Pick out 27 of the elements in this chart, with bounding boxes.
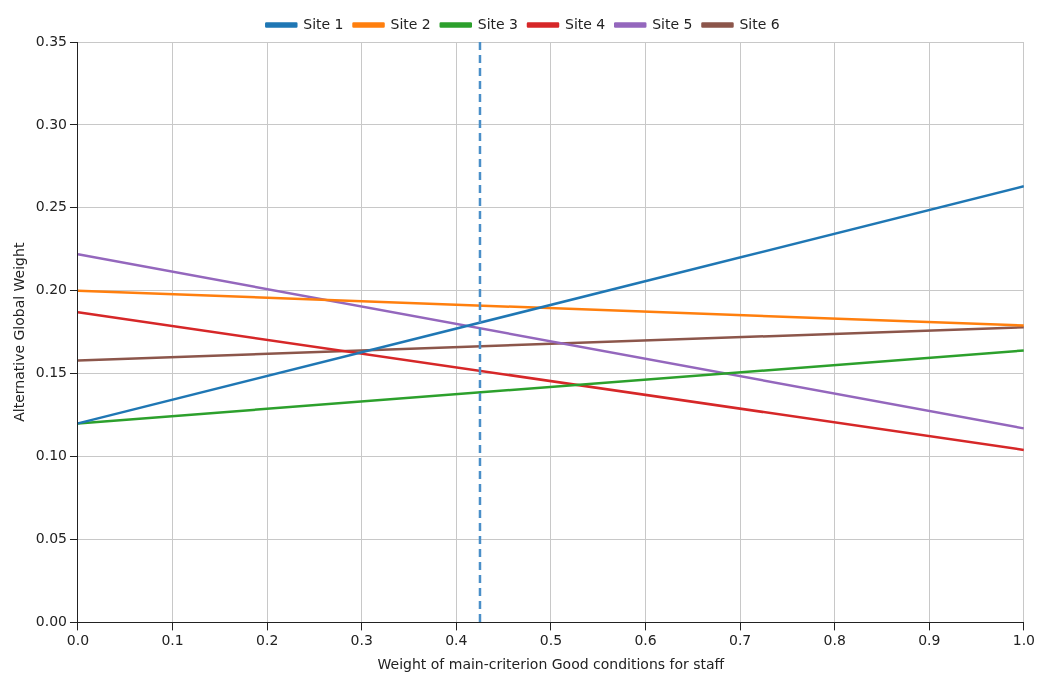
y-tick-label: 0.25: [35, 198, 67, 215]
y-tick-label: 0.30: [35, 115, 67, 132]
y-tick-label: 0.05: [35, 530, 67, 547]
legend-label: Site 3: [477, 15, 519, 32]
x-tick-label: 0.7: [728, 632, 752, 649]
legend-label: Site 5: [652, 15, 693, 32]
x-tick-label: 0.9: [918, 632, 941, 649]
legend-label: Site 1: [303, 15, 344, 32]
x-tick-label: 0.6: [634, 632, 657, 649]
x-tick-label: 0.0: [66, 632, 90, 649]
x-tick-label: 0.3: [350, 632, 373, 649]
x-tick-label: 0.4: [445, 632, 468, 649]
y-tick-label: 0.10: [35, 447, 67, 464]
legend-label: Site 6: [739, 15, 780, 32]
legend-label: Site 4: [565, 15, 606, 32]
x-tick-label: 0.2: [256, 632, 279, 649]
y-tick-label: 0.15: [35, 364, 67, 381]
y-tick-label: 0.20: [35, 281, 67, 298]
x-tick-label: 0.8: [823, 632, 846, 649]
x-tick-label: 0.1: [161, 632, 184, 649]
y-axis-title: Alternative Global Weight: [11, 242, 28, 422]
x-axis-title: Weight of main-criterion Good conditions for staff: [377, 656, 725, 673]
y-tick-label: 0.00: [35, 613, 67, 630]
x-tick-label: 0.5: [539, 632, 563, 649]
x-tick-label: 1.0: [1012, 632, 1035, 649]
y-tick-label: 0.35: [35, 32, 67, 49]
legend-label: Site 2: [390, 15, 431, 32]
